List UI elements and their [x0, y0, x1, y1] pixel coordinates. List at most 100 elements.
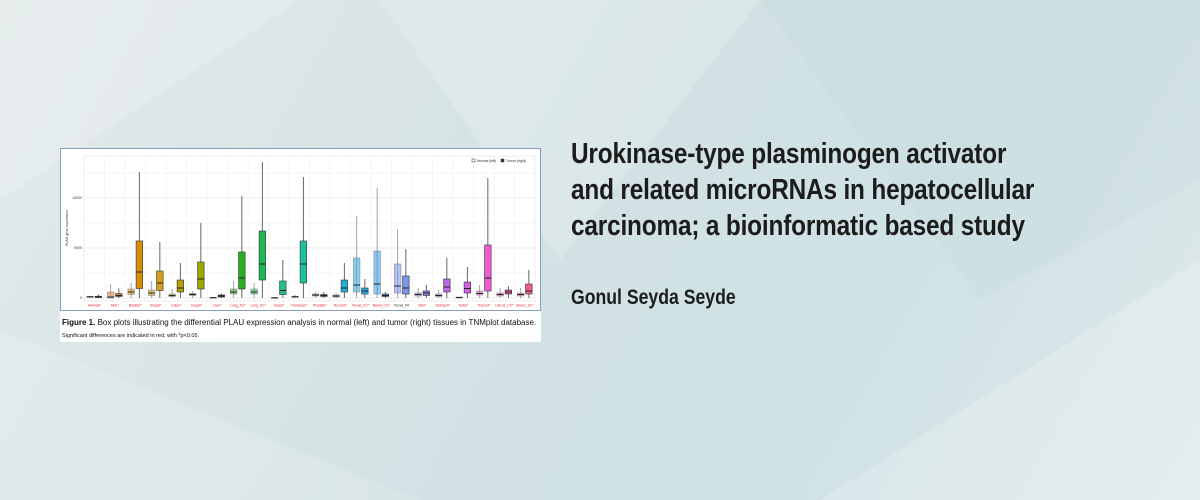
article-title: Urokinase-type plasminogen activator and… — [571, 136, 1034, 244]
box-normal — [394, 229, 402, 298]
title-line: Urokinase-type plasminogen activator — [571, 138, 1007, 170]
box — [353, 257, 361, 293]
legend-tumor: Tumor (right) — [506, 159, 526, 163]
box-normal — [312, 292, 320, 298]
box — [156, 270, 164, 291]
x-tick-label: Testis* — [458, 304, 469, 308]
caption-text: Box plots illustrating the differential … — [95, 318, 536, 327]
box — [402, 275, 410, 295]
box-normal — [496, 288, 504, 298]
box-normal — [230, 281, 238, 298]
box — [299, 240, 307, 284]
y-axis-label: PLAU gene expression — [65, 210, 69, 246]
box-normal — [86, 296, 94, 298]
box-tumor — [422, 285, 430, 298]
y-tick-label: 5000 — [74, 246, 82, 250]
figure-caption: Figure 1. Box plots illustrating the dif… — [62, 318, 536, 327]
legend-normal-swatch — [471, 158, 476, 163]
box-normal — [353, 216, 361, 298]
y-tick-label: 0 — [80, 296, 82, 300]
box — [394, 263, 402, 294]
title-line: and related microRNAs in hepatocellular — [571, 174, 1035, 206]
box-tumor — [463, 267, 471, 298]
box-normal — [291, 295, 299, 298]
box-tumor — [443, 258, 451, 298]
caption-note: Significant differences are indicated in… — [62, 333, 199, 339]
box — [525, 283, 533, 295]
x-tick-label: Ovary* — [274, 304, 285, 308]
x-tick-label: Renal_CH* — [373, 304, 391, 308]
x-tick-label: Stomach* — [435, 304, 450, 308]
legend-normal: Normal (left) — [477, 159, 496, 163]
box-normal — [250, 283, 258, 298]
legend: Normal (left) Tumor (right) — [471, 158, 526, 163]
box-tumor — [402, 249, 410, 298]
x-tick-label: Pancreas* — [291, 304, 307, 308]
box-normal — [189, 291, 197, 298]
box-tumor — [176, 263, 184, 298]
x-tick-label: AML* — [111, 304, 120, 308]
x-tick-label: Esoph* — [191, 304, 203, 308]
x-tick-label: Adrenal* — [88, 304, 102, 308]
box-normal — [517, 288, 525, 298]
box-tumor — [484, 178, 492, 298]
box-tumor — [361, 279, 369, 298]
box — [238, 251, 246, 290]
legend-tumor-swatch — [500, 158, 505, 163]
box-tumor — [217, 293, 225, 298]
box-tumor — [115, 288, 123, 298]
x-tick-label: Uterus_EC* — [516, 304, 535, 308]
x-tick-label: Rectum* — [334, 304, 348, 308]
caption-label: Figure 1. — [62, 318, 95, 327]
box-tumor — [279, 260, 287, 298]
author-name: Gonul Seyda Seyde — [571, 286, 736, 309]
x-tick-label: Colon* — [171, 304, 182, 308]
x-tick-label: Uterus_CS* — [495, 304, 514, 308]
box-tumor — [504, 286, 512, 298]
box-normal — [373, 188, 381, 298]
box — [463, 281, 471, 294]
box-normal — [435, 290, 443, 298]
box-tumor — [197, 223, 205, 298]
box — [484, 244, 492, 292]
x-tick-label: Renal_CC* — [352, 304, 370, 308]
box — [135, 240, 143, 289]
x-tick-label: Renal_PA — [394, 304, 410, 308]
box-normal — [455, 296, 463, 299]
box — [443, 278, 451, 293]
box — [279, 280, 287, 295]
figure-thumbnail: 0 5000 10000 Adrenal* AML* Bladder* Breast* Co… — [60, 148, 541, 342]
box-normal — [107, 284, 115, 299]
x-tick-label: Lung_SC* — [251, 304, 267, 308]
box-normal — [168, 289, 176, 298]
box-tumor — [525, 270, 533, 298]
box — [340, 279, 348, 293]
box — [107, 291, 115, 299]
box-tumor — [156, 242, 164, 298]
box — [176, 279, 184, 293]
box — [373, 250, 381, 295]
box — [258, 230, 266, 281]
box-tumor — [340, 263, 348, 298]
box-normal — [271, 297, 279, 299]
box-tumor — [135, 172, 143, 298]
box-tumor — [238, 196, 246, 298]
title-line: carcinoma; a bioinformatic based study — [571, 210, 1025, 242]
x-tick-label: Liver* — [213, 304, 222, 308]
box-normal — [414, 288, 422, 298]
box-tumor — [94, 294, 102, 298]
x-tick-label: Thyroid* — [477, 304, 490, 308]
box-plot-chart: 0 5000 10000 Adrenal* AML* Bladder* Breast* Co… — [60, 148, 541, 339]
y-tick-label: 10000 — [72, 196, 82, 200]
box-normal — [127, 283, 135, 298]
x-tick-label: Skin* — [418, 304, 427, 308]
x-tick-label: Breast* — [150, 304, 162, 308]
box-normal — [148, 281, 156, 298]
box-normal — [332, 293, 340, 298]
box — [197, 261, 205, 290]
x-tick-label: Bladder* — [129, 304, 143, 308]
box-tumor — [381, 292, 389, 298]
box-normal — [476, 285, 484, 298]
x-tick-label: Prostate* — [313, 304, 328, 308]
box-tumor — [320, 292, 328, 298]
